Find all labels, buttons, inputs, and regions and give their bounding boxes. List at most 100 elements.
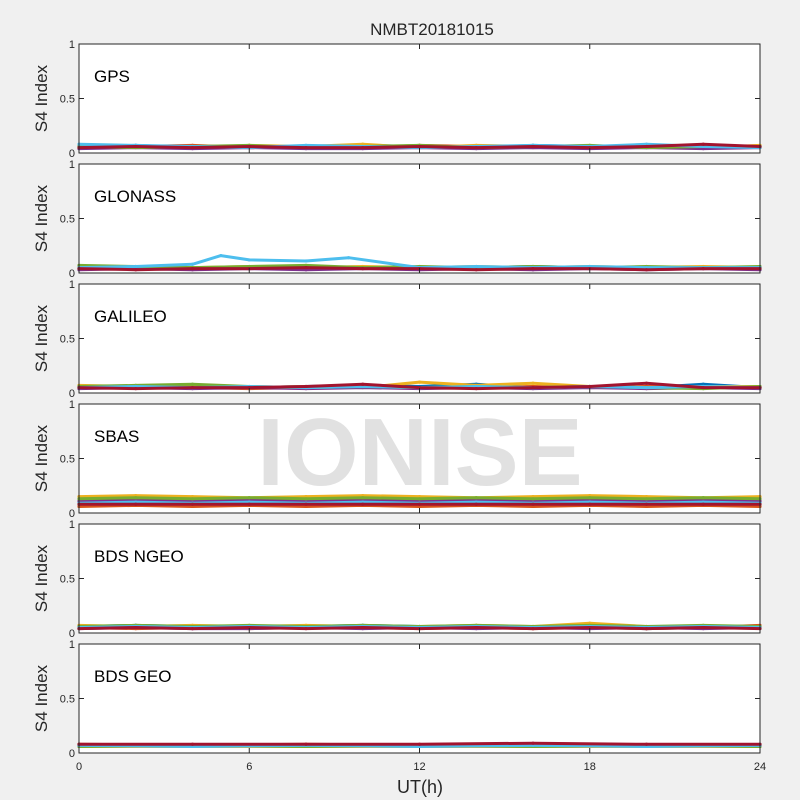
x-axis-label: UT(h) (397, 777, 443, 797)
data-point (304, 259, 308, 263)
data-point (361, 496, 365, 500)
data-point (134, 144, 138, 149)
data-point (417, 385, 422, 390)
y-tick-label: 1 (69, 519, 75, 531)
figure-title: NMBT20181015 (370, 20, 494, 39)
data-point (588, 496, 592, 500)
panel-label: SBAS (94, 427, 139, 446)
data-point (361, 145, 365, 150)
panel-galileo: 0 0.5 1 S4 Index GALILEO (32, 279, 762, 400)
panel-sbas: 0 0.5 1 S4 Index SBAS (32, 399, 762, 520)
axes-background (79, 404, 760, 513)
panel-label: GALILEO (94, 307, 167, 326)
y-tick-label: 0 (69, 628, 75, 640)
data-point (417, 497, 422, 501)
y-axis-label: S4 Index (32, 424, 51, 492)
y-tick-label: 1 (69, 399, 75, 411)
y-tick-label: 0 (69, 388, 75, 400)
data-point (247, 496, 251, 500)
panel-label: GPS (94, 67, 130, 86)
y-tick-label: 0.5 (60, 334, 75, 346)
data-point (644, 497, 649, 501)
data-point (247, 385, 251, 390)
x-tick-label: 6 (246, 761, 252, 773)
data-point (247, 144, 251, 149)
axes-background (79, 284, 760, 393)
data-point (361, 502, 365, 506)
data-point (701, 385, 705, 390)
data-point (361, 267, 365, 271)
data-point (701, 625, 705, 630)
x-tick-label: 0 (76, 761, 82, 773)
data-point (190, 627, 195, 631)
x-tick-label: 12 (413, 761, 425, 773)
x-tick-label: 24 (754, 761, 766, 773)
data-point (417, 742, 422, 746)
panels: 0 0.5 1 S4 Index GPS 0 0.5 1 S4 Index GLONASS 0 0.5… (32, 39, 766, 773)
data-point (134, 502, 138, 506)
data-point (644, 268, 649, 272)
y-tick-label: 0 (69, 508, 75, 520)
data-point (304, 627, 308, 631)
watermark: IONISE (257, 399, 582, 506)
y-tick-label: 0.5 (60, 574, 75, 586)
data-point (134, 387, 138, 391)
data-point (190, 382, 195, 386)
data-point (474, 502, 478, 506)
x-tick-label: 18 (584, 761, 596, 773)
data-point (474, 268, 478, 272)
data-point (531, 385, 535, 390)
axes-background (79, 44, 760, 153)
data-point (644, 627, 649, 631)
panel-label: GLONASS (94, 187, 176, 206)
data-point (474, 264, 478, 269)
data-point (190, 742, 195, 746)
y-tick-label: 1 (69, 159, 75, 171)
data-point (531, 502, 535, 506)
y-tick-label: 0.5 (60, 94, 75, 106)
data-point (247, 625, 251, 630)
y-tick-label: 1 (69, 279, 75, 291)
data-point (531, 267, 535, 271)
data-point (134, 264, 138, 269)
y-axis-label: S4 Index (32, 544, 51, 612)
data-point (190, 262, 195, 266)
y-tick-label: 0.5 (60, 694, 75, 706)
data-point (190, 145, 195, 150)
data-point (588, 625, 592, 630)
axes-background (79, 164, 760, 273)
data-point (304, 742, 308, 746)
data-point (644, 502, 649, 506)
panel-bds-ngeo: 0 0.5 1 S4 Index BDS NGEO (32, 519, 762, 640)
panel-gps: 0 0.5 1 S4 Index GPS (32, 39, 762, 160)
data-point (588, 384, 592, 389)
y-axis-label: S4 Index (32, 664, 51, 732)
data-point (417, 502, 422, 506)
data-point (304, 384, 308, 389)
data-point (474, 387, 478, 391)
data-point (190, 385, 195, 390)
data-point (531, 741, 535, 745)
data-point (219, 253, 223, 258)
data-point (134, 496, 138, 500)
data-point (531, 144, 535, 149)
panel-bds-geo: 0 0.5 1 0 6 12 18 24 S4 Index BDS GEO (32, 639, 766, 773)
y-tick-label: 0 (69, 148, 75, 160)
data-point (361, 625, 365, 630)
data-point (644, 742, 649, 746)
y-axis-label: S4 Index (32, 304, 51, 372)
y-tick-label: 1 (69, 639, 75, 651)
data-point (417, 144, 422, 149)
data-point (531, 381, 535, 385)
y-tick-label: 0.5 (60, 214, 75, 226)
data-point (304, 502, 308, 506)
data-point (474, 625, 478, 630)
data-point (701, 496, 705, 500)
y-tick-label: 0 (69, 268, 75, 280)
panel-glonass: 0 0.5 1 S4 Index GLONASS (32, 159, 762, 280)
data-point (304, 145, 308, 150)
panel-label: BDS GEO (94, 667, 171, 686)
data-point (190, 502, 195, 506)
data-point (644, 385, 649, 390)
